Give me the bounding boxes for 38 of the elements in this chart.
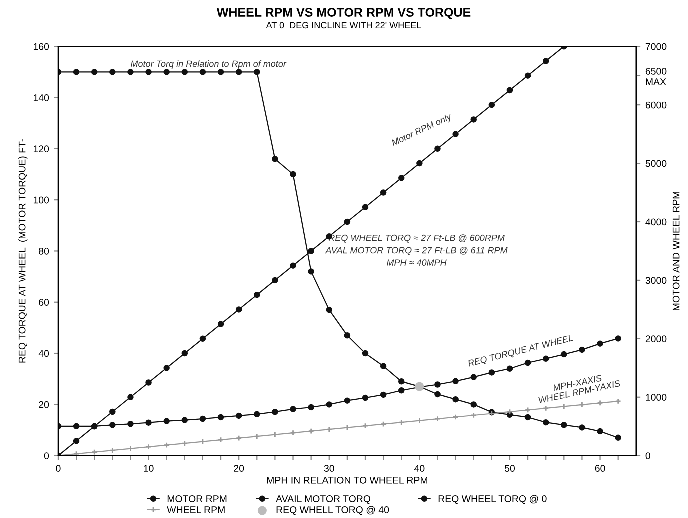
y2-tick-label: 5000 (646, 160, 667, 168)
y2-tick-label: 0 (646, 452, 650, 460)
y-tick-label: 120 (34, 146, 50, 153)
y-axis-title: REQ TORQUE AT WHEEL (MOTOR TORQUE) FT- (18, 139, 28, 363)
chart-title: WHEEL RPM VS MOTOR RPM VS TORQUE (216, 8, 471, 20)
legend-label: AVAIL MOTOR TORQ (276, 496, 371, 504)
y2-tick-label: 6000 (646, 102, 667, 109)
x-tick-label: 60 (595, 465, 606, 472)
y2-axis-title: MOTOR AND WHEEL RPM (672, 192, 680, 310)
y-tick-label: 40 (38, 350, 50, 358)
legend-label: REQ WHEEL TORQ @ 0 (438, 495, 547, 504)
legend-label: REQ WHELL TORQ @ 40 (276, 506, 390, 516)
legend-label: WHEEL RPM (167, 506, 225, 514)
x-tick-label: 40 (414, 465, 425, 472)
x-tick-label: 20 (234, 465, 244, 472)
y2-tick-label: 4000 (646, 218, 667, 226)
y2-tick-label: 1000 (646, 394, 667, 401)
y2-tick-label: 2000 (646, 336, 667, 343)
y-tick-label: 100 (34, 196, 50, 204)
y-tick-label: 0 (44, 452, 50, 460)
x-tick-label: 10 (144, 465, 154, 472)
y-tick-label: 20 (39, 401, 50, 408)
y2-tick-label: 7000 (646, 43, 667, 50)
y-tick-label: 160 (34, 43, 50, 50)
x-tick-label: 50 (504, 465, 516, 472)
y-tick-label: 60 (39, 299, 50, 306)
annotation: Motor Torq in Relation to Rpm of motor (131, 60, 287, 69)
y2-tick-label: 6500 MAX (646, 68, 667, 86)
chart-subtitle: AT 0 DEG INCLINE WITH 22' WHEEL (266, 22, 422, 29)
annotation: Motor RPM only (391, 112, 454, 148)
legend-label: MOTOR RPM (168, 496, 227, 502)
x-axis-title: MPH IN RELATION TO WHEEL RPM (267, 476, 428, 484)
y2-tick-label: 3000 (646, 277, 667, 284)
x-tick-label: 30 (324, 465, 334, 472)
y-tick-label: 140 (34, 94, 50, 102)
y-tick-label: 80 (39, 248, 50, 255)
x-tick-label: 0 (56, 465, 61, 472)
annotation: REQ TORQUE AT WHEEL (468, 334, 574, 368)
